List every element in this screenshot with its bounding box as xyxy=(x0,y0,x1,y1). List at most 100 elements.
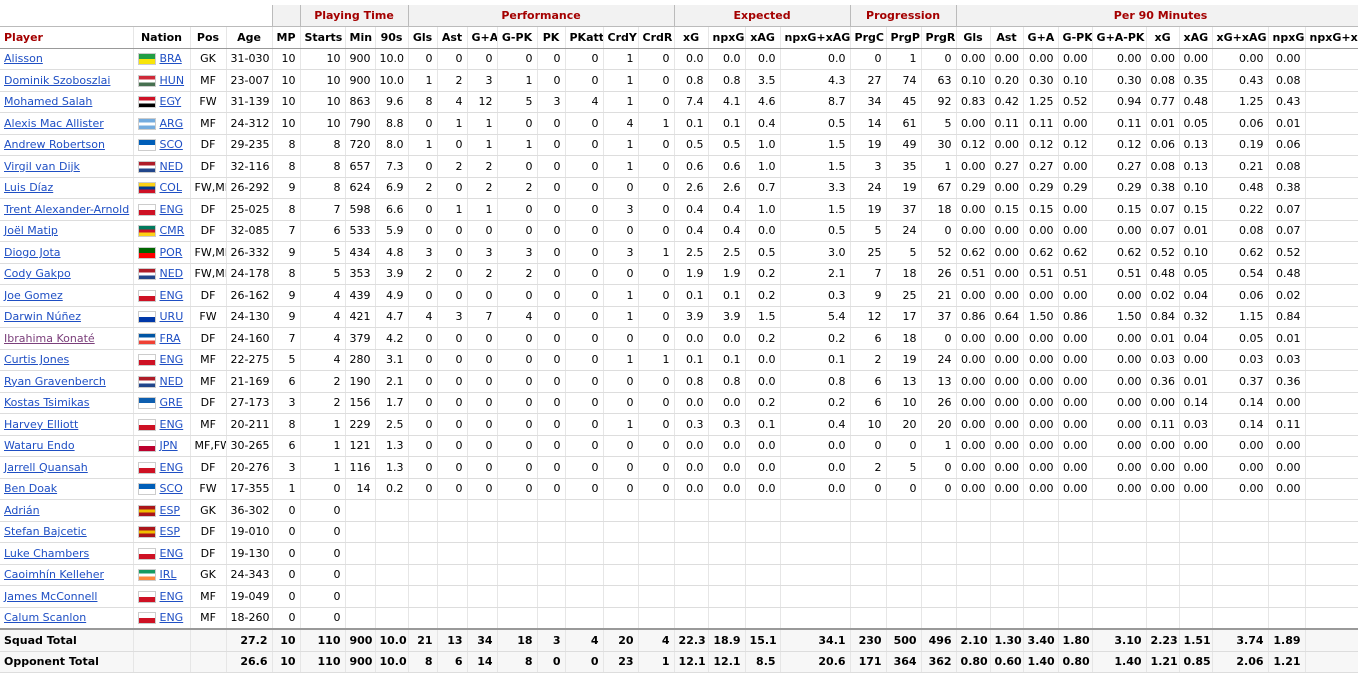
player-link[interactable]: Caoimhín Kelleher xyxy=(4,568,104,582)
cell: 0.00 xyxy=(1023,435,1059,457)
player-link[interactable]: Luis Díaz xyxy=(4,181,54,195)
cell: 0.07 xyxy=(1146,220,1180,242)
player-link[interactable]: Curtis Jones xyxy=(4,353,70,367)
cell: 5 xyxy=(299,263,346,285)
player-link[interactable]: Luke Chambers xyxy=(4,546,90,560)
player-link[interactable]: Cody Gakpo xyxy=(4,267,71,281)
flag-icon xyxy=(137,569,156,582)
empty-cell xyxy=(565,542,604,565)
cell: 0.4 xyxy=(708,220,746,242)
cell: 0.07 xyxy=(1146,198,1180,221)
player-link[interactable]: Stefan Bajcetic xyxy=(4,525,87,539)
nation-link[interactable]: SCO xyxy=(159,482,183,496)
player-link[interactable]: Alisson xyxy=(4,52,43,66)
cell: 1.0 xyxy=(745,198,781,221)
player-row: Trent Alexander-Arnold ENG DF 25-025 8 7 598 6.… xyxy=(0,198,1358,221)
player-link[interactable]: Wataru Endo xyxy=(4,439,75,453)
player-link[interactable]: Mohamed Salah xyxy=(4,95,93,109)
empty-cell xyxy=(1305,521,1358,543)
nation-link[interactable]: ARG xyxy=(159,116,184,130)
cell: 0.00 xyxy=(955,112,991,135)
nation-link[interactable]: NED xyxy=(159,374,184,388)
cell: 4 xyxy=(565,628,604,652)
player-row: Ibrahima Konaté FRA DF 24-160 7 4 379 4.2 0 0 0 0 0 0… xyxy=(0,327,1358,350)
player-link[interactable]: Ryan Gravenberch xyxy=(4,374,106,388)
nation-link[interactable]: ENG xyxy=(159,546,184,560)
cell: 0 xyxy=(437,349,468,371)
nation-link[interactable]: BRA xyxy=(159,52,182,66)
cell: 3.1 xyxy=(375,349,409,371)
nation-link[interactable]: HUN xyxy=(159,73,185,87)
cell: CMR xyxy=(133,220,191,242)
cell: 10 xyxy=(271,91,301,113)
nation-link[interactable]: NED xyxy=(159,267,184,281)
player-link[interactable]: Joël Matip xyxy=(4,224,58,238)
cell: 0.1 xyxy=(780,349,851,371)
cell: 0.80 xyxy=(955,651,991,673)
cell: 0 xyxy=(407,456,438,479)
cell: 0.27 xyxy=(990,155,1024,178)
empty-cell xyxy=(1268,607,1306,630)
player-link[interactable]: Ben Doak xyxy=(4,482,58,496)
player-link[interactable]: Calum Scanlon xyxy=(4,611,87,625)
cell: 13 xyxy=(921,370,957,393)
nation-link[interactable]: SCO xyxy=(159,138,183,152)
cell: 0 xyxy=(437,263,468,285)
empty-cell xyxy=(1305,607,1358,630)
cell: 0.05 xyxy=(1179,263,1213,285)
nation-link[interactable]: EGY xyxy=(159,95,182,109)
cell: 0.0 xyxy=(745,220,781,242)
cell: 0 xyxy=(565,134,604,156)
nation-link[interactable]: COL xyxy=(159,181,182,195)
player-link[interactable]: Diogo Jota xyxy=(4,245,61,259)
cell: 0 xyxy=(497,48,538,70)
nation-link[interactable]: ENG xyxy=(159,288,184,302)
cell: 0 xyxy=(407,478,438,500)
cell: 0.51 xyxy=(1058,263,1093,285)
nation-link[interactable]: CMR xyxy=(159,224,185,238)
nation-link[interactable]: GRE xyxy=(159,396,183,410)
nation-link[interactable]: ENG xyxy=(159,202,184,216)
column-header: xG xyxy=(673,26,709,49)
player-link[interactable]: Trent Alexander-Arnold xyxy=(4,202,130,216)
player-link[interactable]: Joe Gomez xyxy=(4,288,63,302)
nation-link[interactable]: POR xyxy=(159,245,183,259)
nation-link[interactable]: IRL xyxy=(159,568,177,582)
player-row: Cody GakpoNEDFW,MF24-178853533.920220000… xyxy=(0,263,1358,285)
cell: ENG xyxy=(133,607,191,630)
nation-link[interactable]: ENG xyxy=(159,589,184,603)
nation-link[interactable]: FRA xyxy=(159,331,181,345)
cell: 0.22 xyxy=(1212,198,1269,221)
cell: 0.00 xyxy=(990,263,1024,285)
cell: 0 xyxy=(638,69,675,92)
nation-link[interactable]: JPN xyxy=(159,439,178,453)
player-link[interactable]: James McConnell xyxy=(4,589,98,603)
cell: 4 xyxy=(299,306,346,328)
nation-link[interactable]: NED xyxy=(159,159,184,173)
cell: 4.8 xyxy=(375,241,409,264)
player-link[interactable]: Darwin Núñez xyxy=(4,310,81,324)
empty-cell xyxy=(1268,564,1306,586)
cell: 1 xyxy=(603,69,639,92)
nation-link[interactable]: ESP xyxy=(159,525,181,539)
nation-link[interactable]: ENG xyxy=(159,353,184,367)
player-link[interactable]: Ibrahima Konaté xyxy=(4,331,95,345)
nation-link[interactable]: ENG xyxy=(159,611,184,625)
player-link[interactable]: Adrián xyxy=(4,503,40,517)
nation-link[interactable]: ENG xyxy=(159,460,184,474)
nation-link[interactable]: ESP xyxy=(159,503,181,517)
player-link[interactable]: Virgil van Dijk xyxy=(4,159,80,173)
empty-cell xyxy=(1268,542,1306,565)
player-link[interactable]: Harvey Elliott xyxy=(4,417,79,431)
player-link[interactable]: Alexis Mac Allister xyxy=(4,116,104,130)
player-link[interactable]: Kostas Tsimikas xyxy=(4,396,90,410)
cell: 2.6 xyxy=(708,177,746,199)
nation-link[interactable]: URU xyxy=(159,310,184,324)
player-link[interactable]: Dominik Szoboszlai xyxy=(4,73,111,87)
player-link[interactable]: Andrew Robertson xyxy=(4,138,105,152)
player-link[interactable]: Jarrell Quansah xyxy=(4,460,88,474)
cell: 24-312 xyxy=(226,112,273,135)
nation-link[interactable]: ENG xyxy=(159,417,184,431)
cell: 4 xyxy=(638,628,675,652)
empty-cell xyxy=(497,521,538,543)
